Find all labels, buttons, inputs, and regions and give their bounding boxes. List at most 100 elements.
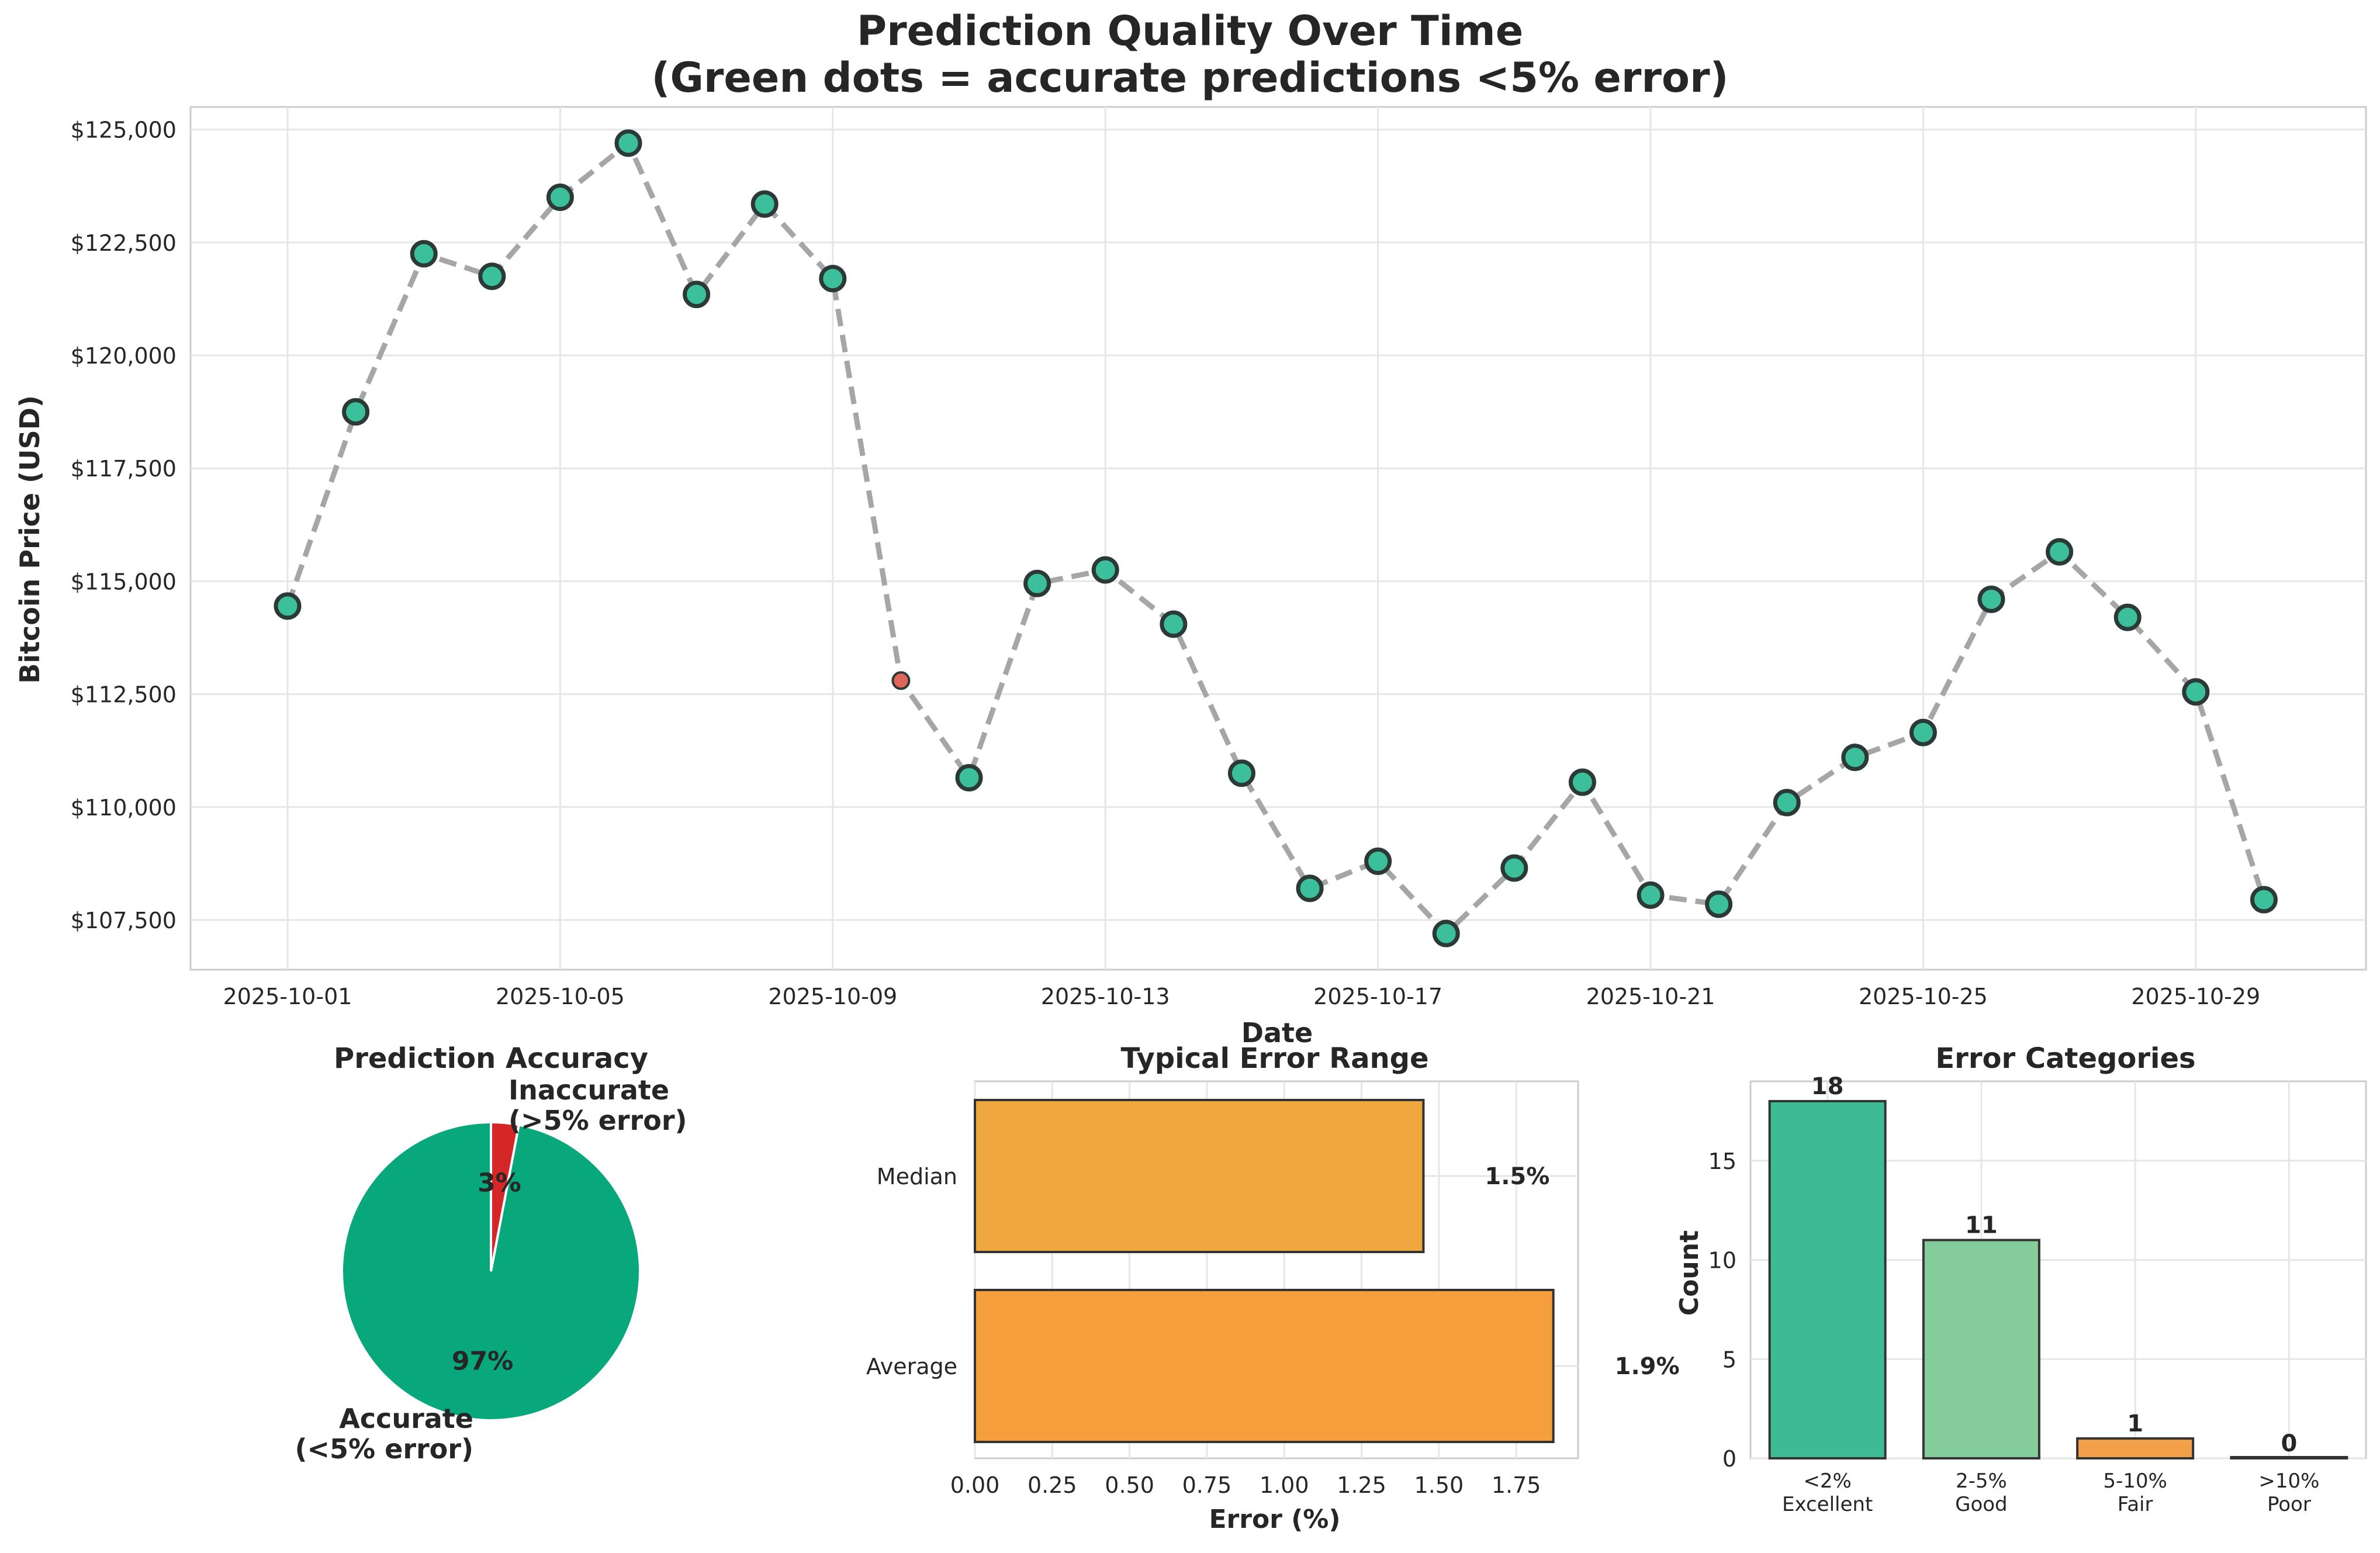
main-y-tick: $122,500: [71, 230, 177, 256]
error-range-chart: Typical Error Range 0.00 0.25 0.50 0.75 1.00…: [866, 1042, 1680, 1534]
accurate-point: [683, 281, 711, 309]
error-categories-y-tick: 15: [1708, 1149, 1736, 1174]
main-grid: [191, 107, 2366, 970]
error-range-x-axis-label: Error (%): [1209, 1504, 1340, 1534]
pie-pct-accurate: 97%: [452, 1346, 513, 1376]
main-y-tick: $110,000: [71, 795, 177, 821]
series-points: [274, 129, 2278, 947]
accurate-point: [1500, 854, 1528, 882]
main-x-tick: 2025-10-29: [2131, 984, 2260, 1009]
accurate-point: [750, 190, 779, 218]
accurate-point: [410, 240, 438, 268]
error-categories-bar: [2230, 1456, 2348, 1459]
error-range-value-label: 1.9%: [1615, 1353, 1680, 1380]
main-x-axis-label: Date: [1241, 1017, 1313, 1049]
inaccurate-point: [891, 671, 911, 690]
main-plot-frame: [189, 106, 2367, 971]
pie-label-accurate: Accurate (<5% error): [295, 1403, 473, 1465]
main-x-tick: 2025-10-13: [1041, 984, 1170, 1009]
error-categories-y-tick: 5: [1722, 1347, 1736, 1372]
accurate-point: [1773, 788, 1801, 817]
error-categories-value-label: 18: [1811, 1073, 1844, 1100]
error-categories-value-label: 1: [2127, 1410, 2143, 1437]
error-categories-y-tick-labels: 0 5 10 15: [1708, 1149, 1736, 1472]
accurate-point: [342, 398, 370, 426]
error-range-title: Typical Error Range: [1120, 1042, 1428, 1075]
main-y-tick: $115,000: [71, 569, 177, 594]
pie-chart: Prediction Accuracy 97% 3% Accurate (<5% …: [295, 1042, 687, 1465]
error-categories-value-label: 0: [2281, 1430, 2297, 1457]
error-categories-bar: [1922, 1239, 2040, 1459]
accurate-point: [478, 262, 506, 290]
accurate-point: [1091, 556, 1119, 584]
accurate-point: [1637, 881, 1665, 909]
accurate-point: [1160, 610, 1188, 638]
error-categories-bar: [2076, 1437, 2195, 1460]
error-range-category-label: Average: [866, 1354, 957, 1379]
error-categories-bar: [1768, 1099, 1887, 1459]
error-range-bar: [974, 1289, 1555, 1443]
accurate-point: [1023, 569, 1051, 597]
accurate-point: [955, 764, 983, 792]
main-y-tick: $112,500: [71, 682, 177, 708]
main-x-tick: 2025-10-09: [768, 984, 897, 1009]
main-y-tick: $120,000: [71, 343, 177, 369]
pie-pct-inaccurate: 3%: [478, 1168, 521, 1198]
error-range-x-tick: 1.00: [1260, 1472, 1309, 1498]
error-categories-title: Error Categories: [1935, 1042, 2195, 1075]
accurate-point: [1841, 743, 1869, 772]
error-range-x-tick: 0.75: [1182, 1472, 1232, 1498]
error-range-bars: Median 1.5% Average 1.9%: [866, 1099, 1680, 1443]
error-categories-y-tick: 10: [1708, 1248, 1736, 1274]
accurate-point: [1296, 874, 1324, 902]
accurate-point: [1432, 919, 1460, 947]
series-line: [285, 140, 2267, 936]
accurate-point: [614, 129, 642, 157]
accurate-point: [819, 265, 847, 293]
accurate-point: [1227, 759, 1255, 787]
main-x-tick: 2025-10-17: [1313, 984, 1442, 1009]
main-x-tick: 2025-10-05: [496, 984, 625, 1009]
accurate-point: [2113, 603, 2142, 631]
error-range-x-tick-labels: 0.00 0.25 0.50 0.75 1.00 1.25 1.50 1.75: [950, 1472, 1541, 1498]
main-x-tick: 2025-10-01: [223, 984, 352, 1009]
pie-label-inaccurate: Inaccurate (>5% error): [508, 1074, 687, 1136]
accurate-point: [1364, 848, 1392, 876]
main-chart: Prediction Quality Over Time (Green dots…: [14, 7, 2367, 1049]
accurate-point: [1568, 768, 1596, 796]
error-categories-value-label: 11: [1965, 1212, 1998, 1239]
error-range-x-tick: 0.50: [1105, 1472, 1154, 1498]
main-y-axis-label: Bitcoin Price (USD): [14, 395, 46, 684]
main-y-tick: $117,500: [71, 456, 177, 482]
error-range-x-tick: 0.00: [950, 1472, 1000, 1498]
main-subtitle: (Green dots = accurate predictions <5% e…: [651, 54, 1728, 102]
accurate-point: [1909, 718, 1937, 746]
accurate-point: [2182, 678, 2210, 706]
pie-slice-inaccurate: [490, 1120, 521, 1272]
main-x-tick: 2025-10-21: [1586, 984, 1715, 1009]
error-range-x-tick: 1.75: [1492, 1472, 1541, 1498]
error-range-value-label: 1.5%: [1485, 1163, 1549, 1190]
accurate-point: [1705, 890, 1733, 918]
accurate-point: [274, 592, 302, 620]
accurate-point: [2250, 886, 2278, 914]
main-x-tick: 2025-10-25: [1859, 984, 1988, 1009]
accurate-point: [546, 184, 574, 212]
accurate-point: [1977, 585, 2005, 613]
pie-title: Prediction Accuracy: [334, 1042, 648, 1075]
main-y-tick: $125,000: [71, 117, 177, 143]
error-range-bar: [974, 1099, 1425, 1253]
main-y-tick: $107,500: [71, 908, 177, 933]
error-range-x-tick: 1.25: [1337, 1472, 1386, 1498]
error-categories-x-tick: <2% Excellent: [1782, 1469, 1873, 1516]
error-categories-x-tick: 5-10% Fair: [2103, 1469, 2167, 1516]
error-categories-y-axis-label: Count: [1675, 1230, 1704, 1316]
error-categories-x-tick: >10% Poor: [2258, 1469, 2319, 1516]
error-categories-x-tick: 2-5% Good: [1955, 1469, 2008, 1516]
error-categories-y-tick: 0: [1722, 1446, 1736, 1472]
accurate-point: [2046, 538, 2074, 566]
main-x-tick-labels: 2025-10-01 2025-10-05 2025-10-09 2025-10-13…: [223, 984, 2261, 1009]
